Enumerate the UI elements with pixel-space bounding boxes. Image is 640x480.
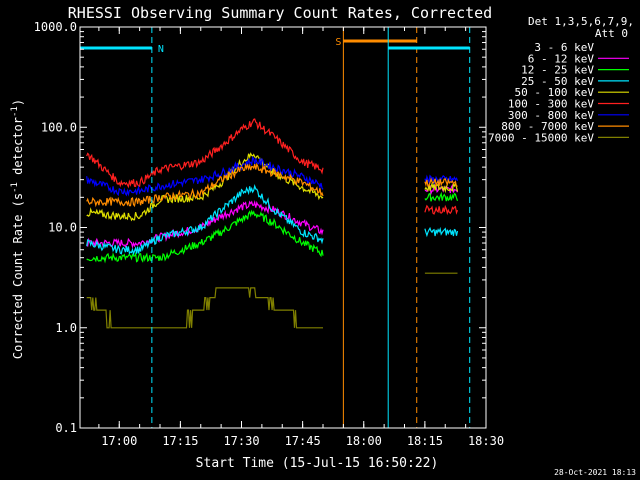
legend-label-5: 100 - 300 keV — [508, 98, 594, 111]
legend-header-line2: Att 0 — [595, 27, 628, 40]
y-tick-label: 0.1 — [55, 421, 77, 435]
legend-label-7: 800 - 7000 keV — [501, 120, 594, 133]
y-axis-label: Corrected Count Rate (s-1 detector-1) — [10, 99, 25, 359]
series-line-3-seg-0 — [86, 184, 324, 256]
x-tick-label: 18:30 — [468, 434, 504, 448]
series-line-6-seg-1 — [424, 174, 459, 185]
svg-text:Corrected Count Rate (s-1 dete: Corrected Count Rate (s-1 detector-1) — [10, 99, 25, 359]
series-line-7-seg-0 — [86, 162, 324, 208]
series-line-8-seg-0 — [86, 287, 323, 329]
x-tick-label: 17:30 — [223, 434, 259, 448]
y-tick-label: 1000.0 — [34, 20, 77, 34]
x-tick-label: 17:45 — [285, 434, 321, 448]
legend-label-2: 12 - 25 keV — [521, 64, 594, 77]
legend-label-6: 300 - 800 keV — [508, 109, 594, 122]
series-line-3-seg-1 — [424, 226, 459, 238]
y-tick-label: 10.0 — [48, 221, 77, 235]
footer-date: 28-Oct-2021 18:13 — [554, 468, 636, 477]
legend-label-4: 50 - 100 keV — [515, 86, 595, 99]
flag-label-0: N — [158, 44, 164, 55]
y-tick-label: 1.0 — [55, 321, 77, 335]
y-axis-label-end: ) — [11, 99, 25, 106]
legend-header-line1: Det 1,3,5,6,7,9, — [528, 15, 634, 28]
x-tick-label: 17:15 — [162, 434, 198, 448]
y-axis-label-sup1: -1 — [10, 182, 20, 193]
y-axis-label-main: Corrected Count Rate (s — [11, 193, 25, 359]
chart-title: RHESSI Observing Summary Count Rates, Co… — [68, 4, 492, 22]
series-line-5-seg-1 — [424, 204, 459, 216]
series-line-0-seg-0 — [86, 170, 324, 203]
legend-label-3: 25 - 50 keV — [521, 75, 594, 88]
series-line-2-seg-0 — [86, 209, 324, 264]
legend-label-0: 3 - 6 keV — [534, 41, 594, 54]
x-axis-label: Start Time (15-Jul-15 16:50:22) — [196, 456, 439, 471]
series-line-5-seg-0 — [86, 118, 324, 189]
y-axis-label-mid: detector — [11, 117, 25, 182]
x-tick-label: 17:00 — [101, 434, 137, 448]
y-tick-label: 100.0 — [41, 120, 77, 134]
legend-label-1: 6 - 12 keV — [528, 52, 595, 65]
series-line-7-seg-1 — [424, 177, 458, 188]
series-line-4-seg-1 — [424, 181, 459, 194]
y-axis-label-sup2: -1 — [10, 106, 20, 117]
x-tick-label: 18:00 — [346, 434, 382, 448]
axes-layer: 0.1 1.0 10.0 100.0 1000.0 17:00 17:15 17:30 17:4… — [34, 20, 504, 448]
flag-label-1: S — [335, 37, 341, 48]
series-line-2-seg-1 — [424, 191, 459, 202]
series-line-6-seg-0 — [86, 155, 324, 197]
x-tick-label: 18:15 — [407, 434, 443, 448]
series-layer — [86, 118, 459, 329]
legend-label-8: 7000 - 15000 keV — [488, 131, 594, 144]
